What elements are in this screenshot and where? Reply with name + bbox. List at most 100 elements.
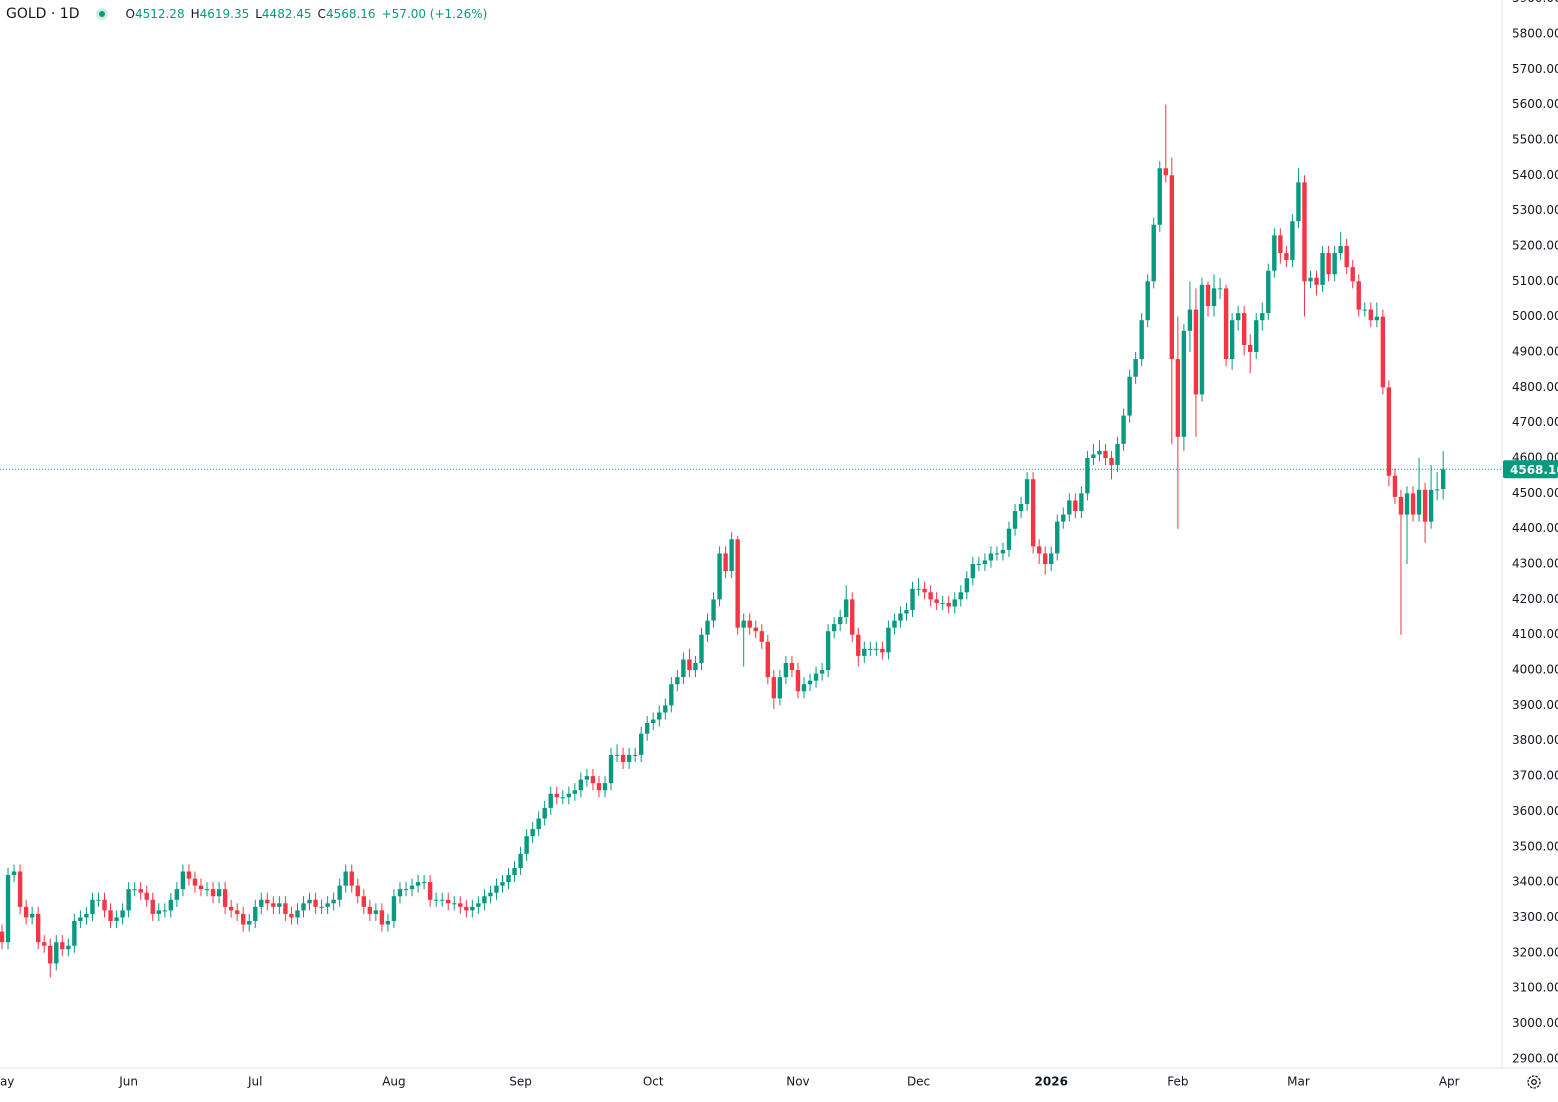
candle-body bbox=[108, 910, 113, 921]
candle-body bbox=[602, 783, 608, 791]
candle-body bbox=[850, 599, 855, 635]
candle-body bbox=[530, 829, 535, 837]
y-tick-label: 5200.00 bbox=[1512, 238, 1558, 252]
y-tick-label: 4700.00 bbox=[1512, 415, 1558, 429]
candle-body bbox=[940, 602, 945, 604]
candle-body bbox=[355, 885, 360, 897]
candle-body bbox=[1024, 479, 1030, 504]
market-status[interactable] bbox=[95, 8, 108, 20]
candle-body bbox=[862, 648, 867, 656]
x-tick-label: 2026 bbox=[1035, 1075, 1068, 1089]
candle-body bbox=[795, 670, 801, 692]
candle-body bbox=[1326, 253, 1331, 275]
candle-body bbox=[874, 648, 879, 650]
candle-body bbox=[735, 539, 740, 628]
candle-body bbox=[765, 641, 771, 678]
candle-body bbox=[283, 903, 288, 914]
candle-body bbox=[452, 903, 457, 905]
x-tick-label: Jun bbox=[118, 1075, 138, 1089]
candle-body bbox=[96, 899, 101, 901]
candle-body bbox=[856, 634, 861, 656]
candle-body bbox=[1278, 235, 1283, 254]
candle-body bbox=[1428, 489, 1434, 522]
last-price-box bbox=[1503, 460, 1558, 479]
candle-body bbox=[241, 913, 246, 925]
candle-body bbox=[1187, 309, 1193, 331]
change-value: +57.00 (+1.26%) bbox=[381, 7, 488, 21]
symbol[interactable]: GOLD · 1D bbox=[6, 6, 80, 22]
candle-body bbox=[789, 662, 795, 671]
candle-body bbox=[271, 903, 276, 907]
candle-body bbox=[180, 871, 186, 890]
candle-body bbox=[1422, 489, 1428, 522]
candle-body bbox=[1055, 521, 1060, 554]
candle-body bbox=[518, 853, 523, 868]
candle-body bbox=[319, 906, 324, 908]
candle-body bbox=[102, 899, 107, 911]
candle-body bbox=[494, 885, 499, 893]
x-tick-label: Dec bbox=[907, 1075, 930, 1089]
candle-body bbox=[1374, 316, 1380, 321]
candle-body bbox=[1181, 330, 1187, 437]
candle-body bbox=[1241, 313, 1247, 345]
candle-body bbox=[1266, 270, 1271, 314]
candle-body bbox=[29, 913, 35, 918]
candle-body bbox=[705, 620, 710, 635]
candle-body bbox=[807, 680, 813, 685]
candle-body bbox=[234, 910, 240, 914]
candle-body bbox=[325, 903, 330, 907]
candle-body bbox=[759, 631, 764, 642]
candle-body bbox=[608, 754, 614, 784]
candle-body bbox=[693, 662, 698, 671]
candle-body bbox=[150, 899, 155, 914]
candle-body bbox=[934, 599, 939, 603]
candle-body bbox=[156, 910, 161, 914]
y-tick-label: 3000.00 bbox=[1512, 1016, 1558, 1030]
candle-body bbox=[590, 776, 596, 784]
candle-body bbox=[379, 910, 385, 925]
candle-body bbox=[464, 906, 469, 911]
candle-body bbox=[687, 659, 692, 671]
candle-body bbox=[741, 620, 746, 628]
low-label: L bbox=[255, 7, 262, 21]
y-tick-label: 5000.00 bbox=[1512, 309, 1558, 323]
candle-body bbox=[880, 648, 885, 653]
y-tick-label: 5600.00 bbox=[1512, 97, 1558, 111]
candle-body bbox=[988, 553, 994, 561]
candle-body bbox=[886, 627, 891, 653]
settings-icon[interactable] bbox=[1527, 1075, 1541, 1089]
candle-body bbox=[916, 588, 921, 590]
candle-body bbox=[1205, 284, 1211, 307]
candle-body bbox=[482, 896, 487, 904]
candle-body bbox=[1030, 479, 1036, 547]
close-label: C bbox=[317, 7, 326, 21]
candle-body bbox=[11, 871, 17, 876]
candle-body bbox=[837, 617, 843, 625]
y-tick-label: 4400.00 bbox=[1512, 521, 1558, 535]
candle-body bbox=[584, 776, 590, 780]
candle-body bbox=[1115, 443, 1120, 466]
candle-body bbox=[1380, 316, 1386, 388]
candle-body bbox=[144, 892, 149, 900]
candle-body bbox=[813, 673, 819, 681]
y-tick-label: 4900.00 bbox=[1512, 344, 1558, 358]
candle-body bbox=[1350, 267, 1355, 282]
candle-body bbox=[228, 906, 234, 911]
candle-body bbox=[771, 677, 777, 699]
candle-body bbox=[198, 885, 204, 890]
x-tick-label: Nov bbox=[786, 1075, 809, 1089]
candle-body bbox=[439, 899, 445, 901]
candle-body bbox=[337, 885, 342, 900]
candle-body bbox=[753, 627, 758, 632]
candle-body bbox=[994, 553, 1000, 555]
candle-body bbox=[1410, 493, 1416, 515]
candle-body bbox=[632, 754, 638, 756]
candle-body bbox=[512, 867, 517, 876]
y-tick-label: 3600.00 bbox=[1512, 804, 1558, 818]
candle-body bbox=[1097, 450, 1102, 455]
candle-body bbox=[1260, 313, 1265, 321]
candle-body bbox=[1151, 224, 1156, 282]
candle-body bbox=[204, 889, 210, 891]
candle-body bbox=[259, 899, 264, 907]
candle-body bbox=[90, 899, 95, 914]
